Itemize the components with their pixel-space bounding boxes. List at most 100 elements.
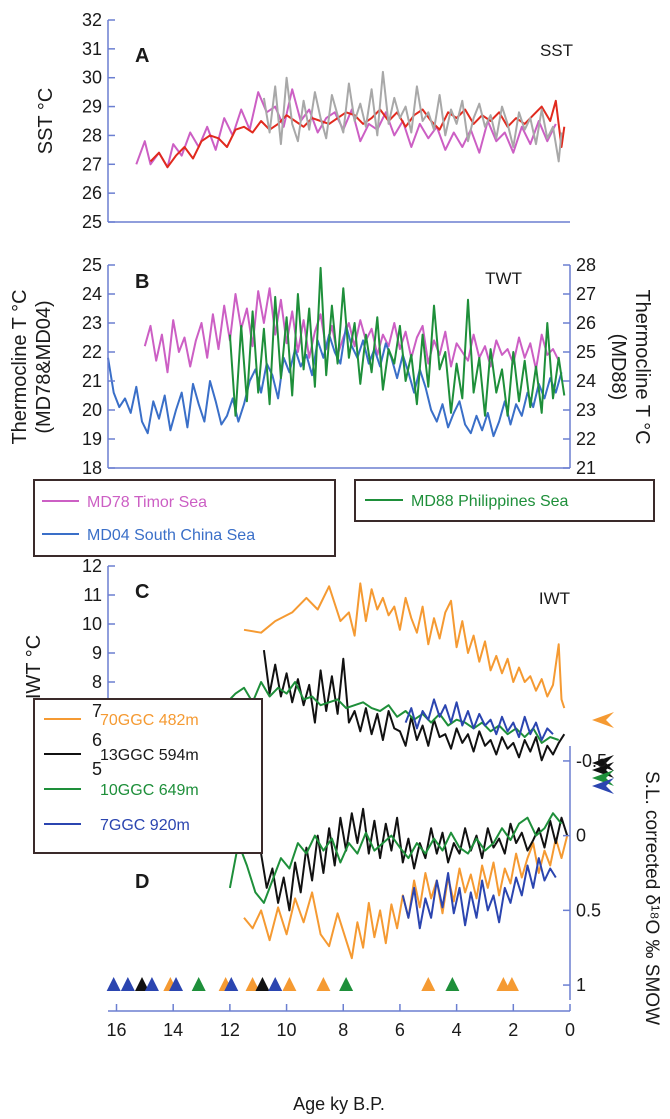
iwt-y-axis-tick-label: 12 (82, 556, 102, 576)
twt-y-axis-right-tick-label: 28 (576, 255, 596, 275)
y-axis-label-right: S.L. corrected δ¹⁸O ‰ SMOW (641, 771, 662, 1025)
legend-entry: 10GGC 649m (100, 782, 199, 799)
age-control-marker (144, 977, 159, 992)
twt-y-axis-right-tick-label: 23 (576, 400, 596, 420)
x-axis-label: Age ky B.P. (293, 1094, 385, 1114)
y-axis-label-right: (MD88) (607, 334, 629, 401)
twt-y-axis-tick-label: 21 (82, 371, 102, 391)
plot-lines-layer (107, 70, 569, 960)
iwt-y-axis-tick-label: 9 (92, 643, 102, 663)
sst-y-axis-tick-label: 26 (82, 183, 102, 203)
age-control-marker (316, 977, 331, 992)
age-control-marker (445, 977, 460, 992)
axes-layer (33, 19, 655, 1012)
age-x-tick-label: 12 (220, 1020, 240, 1040)
sst-line (262, 70, 563, 163)
iwt-y-axis-tick-label: 5 (92, 759, 102, 779)
age-control-marker (245, 977, 260, 992)
iwt-line (226, 681, 560, 744)
panel-tag: IWT (539, 589, 570, 608)
y-axis-label: (MD78&MD04) (33, 300, 55, 433)
legend-entry: MD78 Timor Sea (87, 494, 207, 511)
age-x-tick-label: 4 (452, 1020, 462, 1040)
age-control-marker (135, 977, 150, 992)
twt-line (228, 266, 566, 417)
y-axis-label: IWT °C (23, 635, 45, 699)
legend-box (33, 698, 263, 854)
age-x-tick-label: 6 (395, 1020, 405, 1040)
sst-y-axis-tick-label: 27 (82, 154, 102, 174)
age-x-tick-label: 14 (163, 1020, 183, 1040)
age-control-marker (268, 977, 283, 992)
sst-y-axis-tick-label: 28 (82, 125, 102, 145)
age-control-marker (255, 977, 270, 992)
age-control-marker (282, 977, 297, 992)
y-axis-label: Thermocline T °C (9, 289, 31, 444)
twt-y-axis-right-tick-label: 21 (576, 458, 596, 478)
age-control-marker (120, 977, 135, 992)
iwt-y-axis-tick-label: 7 (92, 701, 102, 721)
twt-y-axis-right-tick-label: 26 (576, 313, 596, 333)
legend-entry: 7GGC 920m (100, 817, 190, 834)
y-axis-label-right: Thermocline T °C (631, 289, 653, 444)
twt-y-axis-right-tick-label: 22 (576, 429, 596, 449)
d18o-y-axis-tick-label: -0.5 (576, 751, 607, 771)
legend-entry: 70GGC 482m (100, 712, 199, 729)
legend-box (33, 479, 336, 557)
panel-letter: C (135, 581, 149, 603)
d18o-line (401, 857, 557, 930)
age-control-marker (224, 977, 239, 992)
legend-entry: MD88 Philippines Sea (411, 493, 569, 510)
twt-y-axis-tick-label: 19 (82, 429, 102, 449)
twt-y-axis-right-tick-label: 25 (576, 342, 596, 362)
iwt-arrow-marker (592, 778, 614, 794)
iwt-line (243, 582, 566, 709)
iwt-y-axis-tick-label: 10 (82, 614, 102, 634)
panel-letter: D (135, 871, 149, 893)
twt-y-axis-tick-label: 23 (82, 313, 102, 333)
iwt-y-axis-tick-label: 6 (92, 730, 102, 750)
twt-line (107, 324, 563, 438)
iwt-y-axis-tick-label: 8 (92, 672, 102, 692)
panel-tag: SST (540, 41, 573, 60)
age-control-marker (339, 977, 354, 992)
age-x-tick-label: 16 (106, 1020, 126, 1040)
legend-entry: 13GGC 594m (100, 747, 199, 764)
d18o-line (260, 807, 569, 912)
twt-y-axis-tick-label: 25 (82, 255, 102, 275)
twt-y-axis-tick-label: 24 (82, 284, 102, 304)
twt-y-axis-tick-label: 20 (82, 400, 102, 420)
sst-y-axis-tick-label: 31 (82, 39, 102, 59)
twt-line (143, 287, 560, 374)
y-axis-label: SST °C (35, 88, 57, 155)
sst-y-axis-tick-label: 29 (82, 97, 102, 117)
iwt-line (262, 649, 566, 762)
age-x-tick-label: 8 (338, 1020, 348, 1040)
sst-y-axis-tick-label: 30 (82, 68, 102, 88)
sst-line (149, 99, 566, 169)
age-control-marker (504, 977, 519, 992)
age-x-tick-label: 0 (565, 1020, 575, 1040)
twt-y-axis-tick-label: 18 (82, 458, 102, 478)
legend-entry: MD04 South China Sea (87, 527, 255, 544)
legend-box (354, 479, 655, 522)
sst-y-axis-tick-label: 32 (82, 10, 102, 30)
d18o-line (243, 835, 569, 960)
d18o-y-axis-tick-label: 1 (576, 975, 586, 995)
sst-y-axis-tick-label: 25 (82, 212, 102, 232)
age-control-marker (169, 977, 184, 992)
panel-tag: TWT (485, 269, 522, 288)
d18o-y-axis-tick-label: 0.5 (576, 900, 601, 920)
twt-y-axis-right-tick-label: 24 (576, 371, 596, 391)
panel-letter: A (135, 45, 149, 67)
age-control-marker (191, 977, 206, 992)
age-control-marker (106, 977, 121, 992)
d18o-y-axis-tick-label: 0 (576, 826, 586, 846)
iwt-line (404, 698, 554, 741)
twt-y-axis-right-tick-label: 27 (576, 284, 596, 304)
age-x-tick-label: 2 (508, 1020, 518, 1040)
iwt-y-axis-tick-label: 11 (83, 585, 102, 605)
d18o-line (228, 812, 563, 904)
